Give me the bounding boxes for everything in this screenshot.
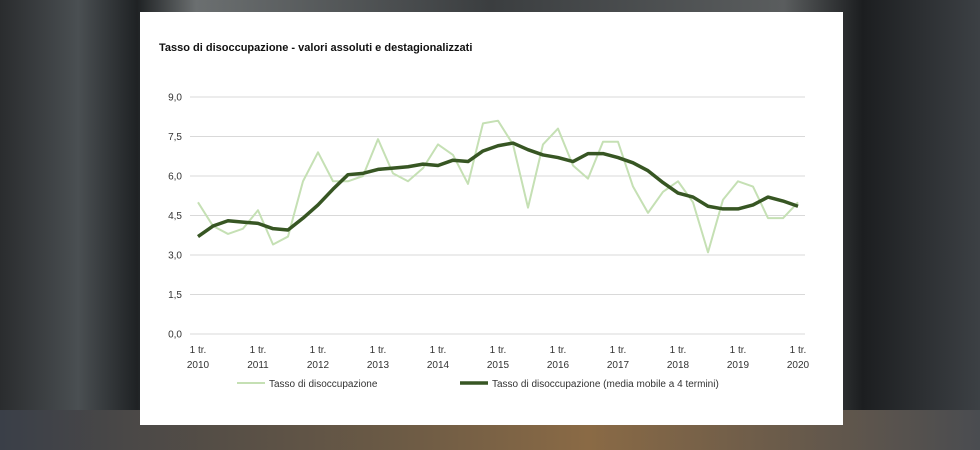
- y-tick-label: 4,5: [168, 211, 182, 222]
- x-tick-year: 2015: [487, 360, 510, 371]
- series-line-1: [197, 119, 799, 254]
- series-line-2: [196, 141, 799, 238]
- x-tick-year: 2013: [367, 360, 390, 371]
- x-tick-label: 1 tr.: [490, 345, 507, 356]
- x-tick-year: 2010: [187, 360, 210, 371]
- x-tick-label: 1 tr.: [550, 345, 567, 356]
- y-tick-label: 3,0: [168, 251, 182, 262]
- chart-card: Tasso di disoccupazione - valori assolut…: [140, 12, 843, 425]
- x-tick-year: 2018: [667, 360, 690, 371]
- x-tick-label: 1 tr.: [310, 345, 327, 356]
- x-tick-year: 2017: [607, 360, 630, 371]
- unemployment-chart: 0,0 1,5 3,0 4,5 6,0 7,5 9,0 1 tr. 2010 1 tr. 2011 1…: [168, 93, 810, 391]
- chart-title: Tasso di disoccupazione - valori assolut…: [159, 42, 473, 54]
- x-tick-year: 2014: [427, 360, 450, 371]
- y-tick-label: 0,0: [168, 330, 182, 341]
- y-tick-label: 7,5: [168, 132, 182, 143]
- x-tick-label: 1 tr.: [730, 345, 747, 356]
- x-tick-label: 1 tr.: [250, 345, 267, 356]
- x-tick-label: 1 tr.: [190, 345, 207, 356]
- y-tick-label: 1,5: [168, 290, 182, 301]
- x-tick-label: 1 tr.: [370, 345, 387, 356]
- x-tick-label: 1 tr.: [610, 345, 627, 356]
- x-tick-year: 2012: [307, 360, 330, 371]
- legend-label: Tasso di disoccupazione: [269, 379, 378, 390]
- x-tick-year: 2016: [547, 360, 570, 371]
- x-tick-year: 2019: [727, 360, 750, 371]
- x-tick-year: 2011: [247, 360, 269, 371]
- y-tick-label: 6,0: [168, 172, 182, 183]
- x-tick-label: 1 tr.: [790, 345, 807, 356]
- x-tick-label: 1 tr.: [430, 345, 447, 356]
- x-tick-year: 2020: [787, 360, 810, 371]
- x-tick-label: 1 tr.: [670, 345, 687, 356]
- y-tick-label: 9,0: [168, 93, 182, 104]
- legend-label: Tasso di disoccupazione (media mobile a …: [492, 379, 719, 390]
